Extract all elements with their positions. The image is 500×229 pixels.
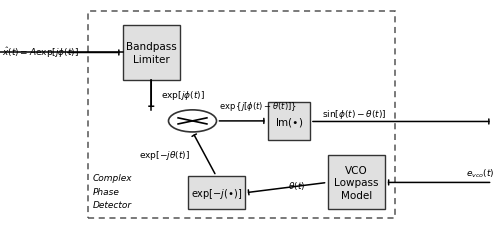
Text: Lowpass: Lowpass bbox=[334, 178, 378, 188]
Text: $\sin[\phi(t)-\theta(t)]$: $\sin[\phi(t)-\theta(t)]$ bbox=[322, 107, 387, 120]
Text: $\mathrm{Im}(\bullet)$: $\mathrm{Im}(\bullet)$ bbox=[274, 115, 303, 128]
Bar bbox=[188, 176, 245, 210]
Bar bbox=[122, 26, 180, 80]
Text: Model: Model bbox=[340, 190, 372, 200]
Bar bbox=[328, 156, 385, 210]
Text: Limiter: Limiter bbox=[133, 55, 170, 65]
Text: Phase: Phase bbox=[92, 187, 120, 196]
Text: $\exp[j\phi(t)]$: $\exp[j\phi(t)]$ bbox=[161, 89, 205, 102]
Text: VCO: VCO bbox=[345, 165, 368, 175]
Text: Bandpass: Bandpass bbox=[126, 42, 176, 52]
Text: Detector: Detector bbox=[92, 200, 132, 210]
Text: $\exp[-j(\bullet)]$: $\exp[-j(\bullet)]$ bbox=[190, 186, 242, 200]
Bar bbox=[88, 11, 395, 218]
Text: Complex: Complex bbox=[92, 173, 132, 182]
Text: $\hat{x}(t) = A\exp[j\phi(t)]$: $\hat{x}(t) = A\exp[j\phi(t)]$ bbox=[2, 45, 80, 60]
Text: $\exp[-j\theta(t)]$: $\exp[-j\theta(t)]$ bbox=[139, 148, 190, 161]
Text: $\exp\{j[\phi(t)-\theta(t)]\}$: $\exp\{j[\phi(t)-\theta(t)]\}$ bbox=[219, 99, 297, 112]
Bar bbox=[268, 103, 310, 141]
Text: $e_{vco}(t)$: $e_{vco}(t)$ bbox=[466, 167, 495, 180]
Text: $\theta(t)$: $\theta(t)$ bbox=[288, 179, 305, 191]
